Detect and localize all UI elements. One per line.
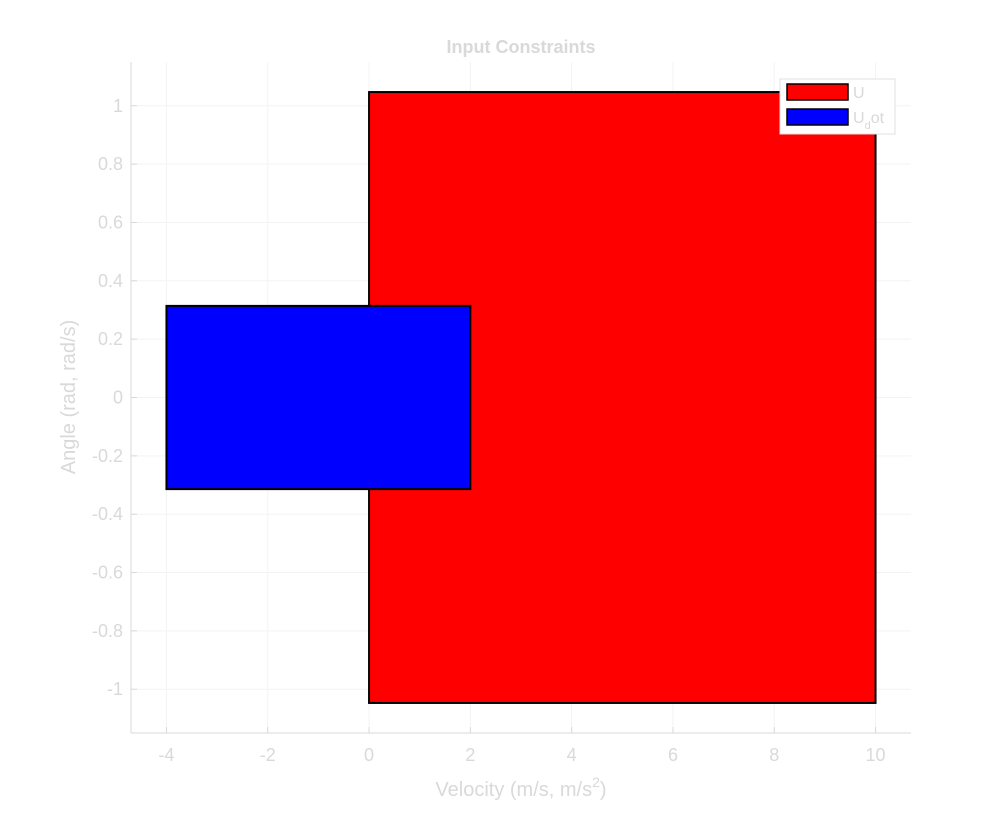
legend-swatch-udot [786,108,849,126]
y-tick-label: -0.6 [92,563,123,583]
x-tick-label: -2 [260,745,276,765]
series-rect-1 [165,304,472,491]
x-tick-label: -4 [158,745,174,765]
x-tick-label: 10 [866,745,886,765]
series-rects [165,91,877,704]
legend-label-udot: Udot [853,110,885,132]
x-tick-label: 0 [364,745,374,765]
y-tick-label: 0 [113,388,123,408]
y-tick-label: 0.8 [98,154,123,174]
y-tick-label: 0.4 [98,271,123,291]
tick-labels: -4 -2 0 2 4 6 8 10 -1 -0.8 -0.6 -0.4 -0.2 0 0.2 0.4 0.6 0… [92,96,886,765]
y-tick-label: 1 [113,96,123,116]
y-tick-label: -0.8 [92,621,123,641]
x-tick-label: 4 [567,745,577,765]
x-tick-label: 2 [465,745,475,765]
legend: U Udot [779,78,896,135]
x-tick-label: 8 [769,745,779,765]
y-tick-label: 0.6 [98,212,123,232]
x-axis-label: Velocity (m/s, m/s2) [435,774,606,801]
legend-label-u: U [853,85,865,102]
x-tick-label: 6 [668,745,678,765]
legend-swatch-u [786,83,849,101]
y-tick-label: -0.2 [92,446,123,466]
y-tick-label: 0.2 [98,329,123,349]
y-tick-label: -1 [107,679,123,699]
y-axis-label: Angle (rad, rad/s) [58,320,80,475]
chart-title: Input Constraints [447,37,596,57]
y-tick-label: -0.4 [92,504,123,524]
